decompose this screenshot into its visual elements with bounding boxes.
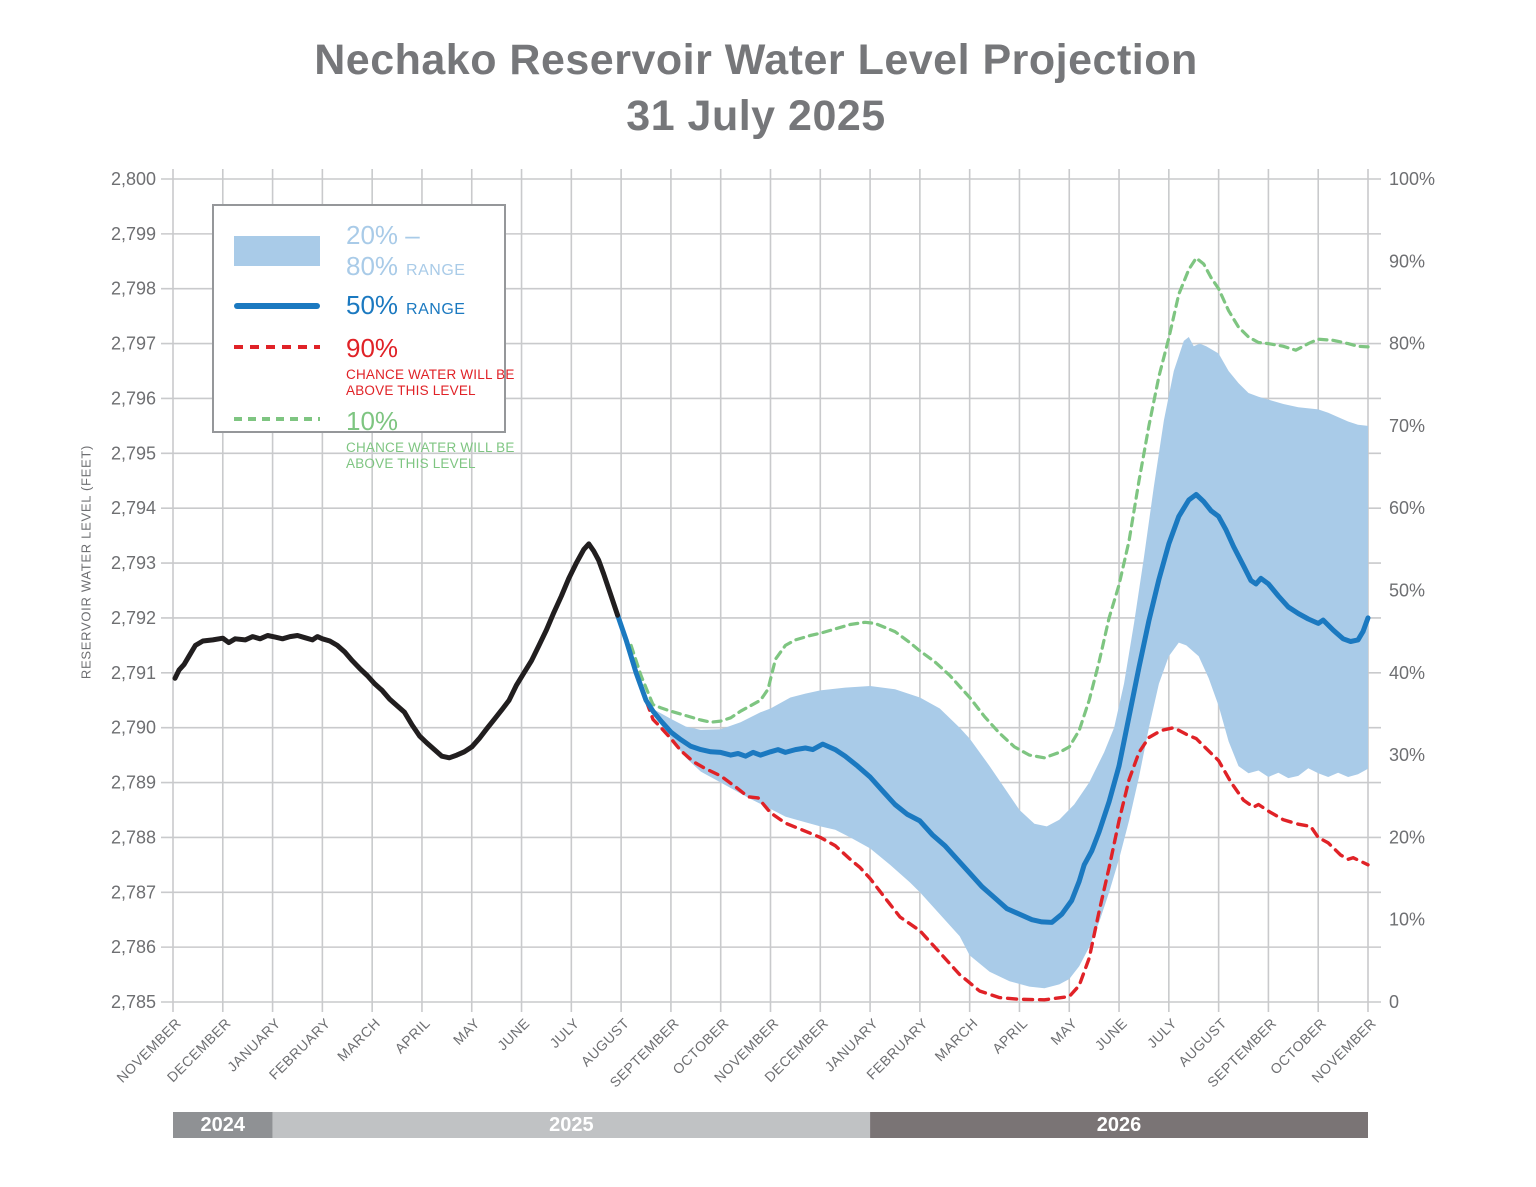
svg-text:90%: 90% xyxy=(1389,251,1425,271)
svg-text:100%: 100% xyxy=(1389,169,1435,189)
chart-title: Nechako Reservoir Water Level Projection xyxy=(314,36,1198,84)
svg-text:2,786: 2,786 xyxy=(111,937,156,957)
y-axis-left-labels: 2,785 2,786 2,787 2,788 2,789 2,790 2,791 2,792… xyxy=(111,169,156,1012)
svg-text:JUNE: JUNE xyxy=(494,1015,533,1054)
svg-text:10%: 10% xyxy=(1389,910,1425,930)
svg-text:APRIL: APRIL xyxy=(391,1015,433,1057)
chart-subtitle: 31 July 2025 xyxy=(626,92,886,140)
legend-item-median-50: 50% RANGE xyxy=(234,290,504,321)
svg-text:MARCH: MARCH xyxy=(931,1015,980,1064)
svg-text:2,791: 2,791 xyxy=(111,663,156,683)
svg-text:60%: 60% xyxy=(1389,498,1425,518)
year-band-label-2026: 2026 xyxy=(1097,1114,1142,1136)
svg-text:MAY: MAY xyxy=(1047,1015,1080,1048)
chart-title-block: Nechako Reservoir Water Level Projection… xyxy=(0,32,1512,144)
svg-text:2,800: 2,800 xyxy=(111,169,156,189)
svg-text:2,799: 2,799 xyxy=(111,224,156,244)
svg-text:2,785: 2,785 xyxy=(111,992,156,1012)
legend-range-small: RANGE xyxy=(406,262,466,279)
svg-text:2,795: 2,795 xyxy=(111,443,156,463)
y-axis-right-labels: 0 10% 20% 30% 40% 50% 60% 70% 80% 90% 100% xyxy=(1389,169,1435,1012)
legend-range-big: 20% – 80% xyxy=(346,220,420,281)
svg-text:2,787: 2,787 xyxy=(111,882,156,902)
svg-text:2,793: 2,793 xyxy=(111,553,156,573)
year-band-2025 xyxy=(272,1112,871,1138)
year-band-2026 xyxy=(870,1112,1368,1138)
svg-text:APRIL: APRIL xyxy=(989,1015,1031,1057)
p10-dash-swatch-icon xyxy=(234,417,320,422)
legend-median-small: RANGE xyxy=(406,301,466,318)
svg-text:2,796: 2,796 xyxy=(111,388,156,408)
svg-text:40%: 40% xyxy=(1389,663,1425,683)
svg-text:2,789: 2,789 xyxy=(111,773,156,793)
year-band-label-2024: 2024 xyxy=(201,1114,246,1136)
svg-text:JULY: JULY xyxy=(546,1015,582,1051)
legend-p90-desc: CHANCE WATER WILL BE ABOVE THIS LEVEL xyxy=(346,367,515,398)
series-p90 xyxy=(629,654,1370,1002)
legend-item-p90: 90% CHANCE WATER WILL BE ABOVE THIS LEVE… xyxy=(234,333,514,398)
svg-text:30%: 30% xyxy=(1389,745,1425,765)
legend-item-p10: 10% CHANCE WATER WILL BE ABOVE THIS LEVE… xyxy=(234,406,514,471)
svg-text:20%: 20% xyxy=(1389,827,1425,847)
svg-text:2,798: 2,798 xyxy=(111,279,156,299)
y-axis-title: RESERVOIR WATER LEVEL (FEET) xyxy=(78,444,94,680)
series-range-20-80 xyxy=(653,337,1368,989)
svg-text:80%: 80% xyxy=(1389,334,1425,354)
legend-item-range-20-80: 20% – 80% RANGE xyxy=(234,220,504,282)
svg-text:2,788: 2,788 xyxy=(111,827,156,847)
svg-text:0: 0 xyxy=(1389,992,1399,1012)
legend-median-big: 50% xyxy=(346,290,399,320)
svg-text:70%: 70% xyxy=(1389,416,1425,436)
svg-text:2,797: 2,797 xyxy=(111,334,156,354)
series-median-50 xyxy=(615,492,1371,925)
svg-text:MAY: MAY xyxy=(450,1015,483,1048)
svg-text:50%: 50% xyxy=(1389,581,1425,601)
series-historical xyxy=(172,541,621,761)
legend-p90-big: 90% xyxy=(346,333,399,363)
svg-text:JUNE: JUNE xyxy=(1092,1015,1131,1054)
year-band-2024 xyxy=(173,1112,273,1138)
svg-text:2,790: 2,790 xyxy=(111,718,156,738)
svg-text:2,794: 2,794 xyxy=(111,498,156,518)
median-line-swatch-icon xyxy=(234,302,320,309)
year-band-label-2025: 2025 xyxy=(549,1114,594,1136)
legend-p10-big: 10% xyxy=(346,406,399,437)
svg-text:2,792: 2,792 xyxy=(111,608,156,628)
legend-box: 20% – 80% RANGE 50% RANGE 90% CHANCE WATER… xyxy=(212,204,514,471)
band-swatch-icon xyxy=(234,236,320,266)
legend-p10-desc: CHANCE WATER WILL BE ABOVE THIS LEVEL xyxy=(346,440,515,471)
svg-text:JULY: JULY xyxy=(1144,1015,1180,1051)
p90-dash-swatch-icon xyxy=(234,345,320,349)
svg-text:MARCH: MARCH xyxy=(334,1015,383,1064)
